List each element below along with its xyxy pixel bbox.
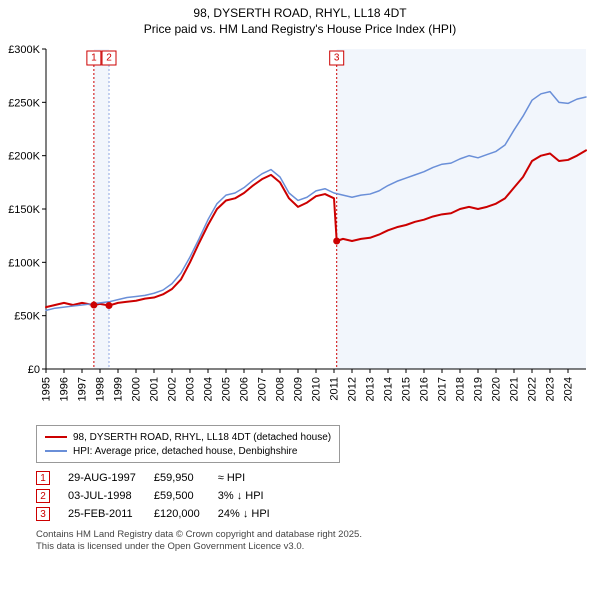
svg-text:2001: 2001 [148, 377, 160, 401]
sale-marker: 3 [36, 507, 50, 521]
svg-text:2008: 2008 [274, 377, 286, 401]
sale-price: £59,500 [154, 487, 218, 505]
legend-label: HPI: Average price, detached house, Denb… [73, 446, 297, 457]
svg-text:2006: 2006 [238, 377, 250, 401]
svg-text:2011: 2011 [328, 377, 340, 401]
sale-marker: 2 [36, 489, 50, 503]
title-block: 98, DYSERTH ROAD, RHYL, LL18 4DT Price p… [6, 6, 594, 37]
chart-area: £0 £50K £100K £150K £200K £250K £300K 1995 1996 1… [6, 41, 594, 421]
svg-text:2007: 2007 [256, 377, 268, 401]
svg-text:2018: 2018 [454, 377, 466, 401]
sale-delta: ≈ HPI [218, 469, 288, 487]
svg-text:£200K: £200K [8, 151, 40, 163]
title-subtitle: Price paid vs. HM Land Registry's House … [6, 22, 594, 38]
svg-text:3: 3 [334, 53, 340, 64]
table-row: 3 25-FEB-2011£120,00024% ↓ HPI [36, 505, 288, 523]
svg-text:1: 1 [91, 53, 97, 64]
sale-delta: 24% ↓ HPI [218, 505, 288, 523]
sale-price: £59,950 [154, 469, 218, 487]
svg-text:2024: 2024 [562, 377, 574, 401]
svg-text:2010: 2010 [310, 377, 322, 401]
svg-text:1996: 1996 [58, 377, 70, 401]
svg-text:£150K: £150K [8, 204, 40, 216]
sale-price: £120,000 [154, 505, 218, 523]
svg-text:£250K: £250K [8, 98, 40, 110]
svg-text:2: 2 [106, 53, 112, 64]
svg-text:2004: 2004 [202, 377, 214, 401]
legend-swatch [45, 436, 67, 438]
svg-text:2005: 2005 [220, 377, 232, 401]
legend-label: 98, DYSERTH ROAD, RHYL, LL18 4DT (detach… [73, 432, 331, 443]
svg-text:2021: 2021 [508, 377, 520, 401]
svg-text:2014: 2014 [382, 377, 394, 401]
svg-text:1995: 1995 [40, 377, 52, 401]
sale-date: 29-AUG-1997 [68, 469, 154, 487]
svg-text:2002: 2002 [166, 377, 178, 401]
legend-item: 98, DYSERTH ROAD, RHYL, LL18 4DT (detach… [45, 430, 331, 444]
chart-container: 98, DYSERTH ROAD, RHYL, LL18 4DT Price p… [0, 0, 600, 559]
svg-text:2022: 2022 [526, 377, 538, 401]
svg-text:1999: 1999 [112, 377, 124, 401]
attribution-line1: Contains HM Land Registry data © Crown c… [36, 529, 594, 541]
sale-date: 25-FEB-2011 [68, 505, 154, 523]
svg-text:2013: 2013 [364, 377, 376, 401]
table-row: 1 29-AUG-1997£59,950≈ HPI [36, 469, 288, 487]
chart-svg: £0 £50K £100K £150K £200K £250K £300K 1995 1996 1… [6, 41, 594, 421]
sale-delta: 3% ↓ HPI [218, 487, 288, 505]
attribution-line2: This data is licensed under the Open Gov… [36, 541, 594, 553]
legend: 98, DYSERTH ROAD, RHYL, LL18 4DT (detach… [36, 425, 340, 463]
svg-text:2020: 2020 [490, 377, 502, 401]
svg-text:2012: 2012 [346, 377, 358, 401]
title-address: 98, DYSERTH ROAD, RHYL, LL18 4DT [6, 6, 594, 22]
svg-text:£100K: £100K [8, 258, 40, 270]
svg-text:£300K: £300K [8, 44, 40, 56]
svg-text:2015: 2015 [400, 377, 412, 401]
svg-text:1997: 1997 [76, 377, 88, 401]
svg-text:2003: 2003 [184, 377, 196, 401]
sale-date: 03-JUL-1998 [68, 487, 154, 505]
legend-swatch [45, 450, 67, 452]
svg-text:2019: 2019 [472, 377, 484, 401]
svg-text:£50K: £50K [14, 311, 40, 323]
svg-text:2000: 2000 [130, 377, 142, 401]
attribution: Contains HM Land Registry data © Crown c… [36, 529, 594, 553]
svg-text:£0: £0 [28, 364, 40, 376]
svg-text:1998: 1998 [94, 377, 106, 401]
svg-text:2023: 2023 [544, 377, 556, 401]
table-row: 2 03-JUL-1998£59,5003% ↓ HPI [36, 487, 288, 505]
sales-table: 1 29-AUG-1997£59,950≈ HPI 2 03-JUL-1998£59,… [36, 469, 288, 523]
svg-text:2017: 2017 [436, 377, 448, 401]
sale-marker: 1 [36, 471, 50, 485]
svg-text:2009: 2009 [292, 377, 304, 401]
legend-item: HPI: Average price, detached house, Denb… [45, 444, 331, 458]
svg-text:2016: 2016 [418, 377, 430, 401]
